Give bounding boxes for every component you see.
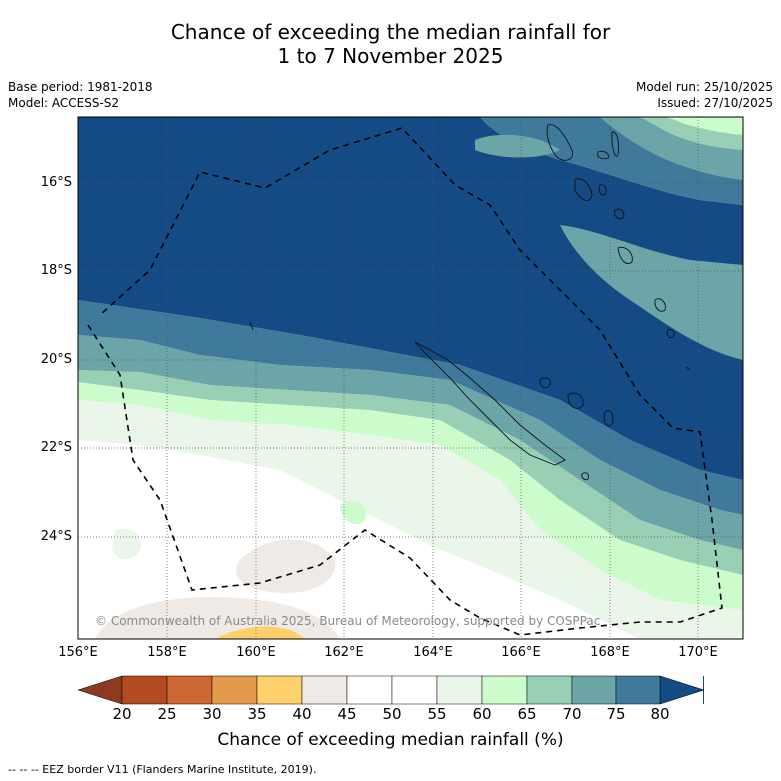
cb-seg-20-25: [121, 675, 168, 705]
band-70-75-patch: [475, 134, 560, 158]
map-frame: [77, 116, 744, 640]
title-line-2: 1 to 7 November 2025: [277, 44, 504, 68]
cb-seg-25-30: [166, 675, 213, 705]
band-60-65-northeast: [665, 117, 743, 135]
lat-label-22s: 22°S: [40, 440, 72, 455]
meta-left: Base period: 1981-2018 Model: ACCESS-S2: [8, 79, 153, 111]
lat-label-24s: 24°S: [40, 529, 72, 544]
reef-islet-2: [685, 366, 691, 371]
title-line-1: Chance of exceeding the median rainfall …: [170, 20, 611, 44]
lon-label-158e: 158°E: [147, 645, 187, 660]
band-60-65-patch: [340, 500, 366, 525]
cb-tick-55: 55: [427, 705, 447, 723]
cb-seg-65-70: [526, 675, 573, 705]
vanuatu-tanna: [654, 298, 666, 312]
lon-label-164e: 164°E: [413, 645, 453, 660]
cb-tick-75: 75: [606, 705, 626, 723]
vanuatu-erromango: [617, 246, 633, 264]
eez-border: [87, 127, 723, 636]
vanuatu-island-2: [597, 150, 609, 160]
cb-seg-30-35: [211, 675, 258, 705]
lon-label-162e: 162°E: [324, 645, 364, 660]
band-70-75: [78, 335, 743, 550]
cb-seg-70-75: [571, 675, 617, 705]
band-35-40-south: [215, 626, 305, 639]
map-title: Chance of exceeding the median rainfall …: [0, 20, 781, 68]
lon-label-160e: 160°E: [236, 645, 276, 660]
cb-seg-45-50: [346, 675, 393, 705]
base-period: Base period: 1981-2018: [8, 80, 153, 94]
loyalty-island-3: [603, 410, 614, 427]
loyalty-island-1: [539, 377, 551, 389]
cb-seg-60-65: [481, 675, 528, 705]
cb-tick-20: 20: [112, 705, 132, 723]
band-above-80: [78, 117, 743, 480]
lon-label-168e: 168°E: [590, 645, 630, 660]
vanuatu-aneityum: [666, 329, 675, 338]
band-55-60-patch: [112, 528, 141, 560]
coastlines: [249, 124, 691, 481]
lat-label-16s: 16°S: [40, 175, 72, 190]
copyright-notice: © Commonwealth of Australia 2025, Bureau…: [95, 614, 601, 628]
issued-date: Issued: 27/10/2025: [657, 96, 773, 110]
cb-tick-25: 25: [157, 705, 177, 723]
cb-tick-50: 50: [382, 705, 402, 723]
cb-tick-70: 70: [562, 705, 582, 723]
cb-seg-50-55: [391, 675, 438, 705]
cb-seg-40-45: [301, 675, 348, 705]
lon-label-166e: 166°E: [501, 645, 541, 660]
band-65-70: [78, 370, 743, 575]
meta-right: Model run: 25/10/2025 Issued: 27/10/2025: [636, 79, 773, 111]
vanuatu-island-3: [611, 131, 619, 157]
cb-tick-35: 35: [247, 705, 267, 723]
colorbar: [77, 675, 705, 705]
lat-label-18s: 18°S: [40, 263, 72, 278]
band-75-80: [78, 300, 743, 515]
model-name: Model: ACCESS-S2: [8, 96, 120, 110]
cb-tick-40: 40: [292, 705, 312, 723]
band-40-45-patch: [236, 539, 336, 594]
vanuatu-espiritu-santo: [546, 124, 573, 161]
band-55-60: [78, 392, 743, 639]
band-60-65: [78, 382, 743, 610]
new-caledonia-island: [414, 341, 566, 466]
cb-tick-60: 60: [472, 705, 492, 723]
vanuatu-island-4: [574, 178, 593, 201]
colorbar-extend-low: [77, 675, 123, 705]
vanuatu-efate: [614, 208, 625, 219]
vanuatu-island-5: [598, 184, 607, 196]
lat-label-20s: 20°S: [40, 352, 72, 367]
cb-seg-55-60: [436, 675, 483, 705]
loyalty-island-2: [567, 392, 584, 409]
rainfall-probability-field: [78, 117, 743, 639]
cb-tick-30: 30: [202, 705, 222, 723]
model-run: Model run: 25/10/2025: [635, 80, 773, 94]
lon-label-156e: 156°E: [58, 645, 98, 660]
band-70-75-east: [560, 225, 743, 360]
cb-tick-65: 65: [517, 705, 537, 723]
colorbar-label: Chance of exceeding median rainfall (%): [217, 730, 564, 750]
isle-of-pines: [581, 472, 589, 481]
cb-seg-75-80: [615, 675, 661, 705]
cb-tick-45: 45: [337, 705, 357, 723]
graticule: [78, 117, 743, 639]
colorbar-extend-high-arrow: [659, 675, 705, 705]
reef-islet-1: [249, 321, 254, 331]
eez-footnote: -- -- -- EEZ border V11 (Flanders Marine…: [8, 763, 317, 776]
cb-tick-80: 80: [650, 705, 670, 723]
cb-seg-35-40: [256, 675, 303, 705]
lon-label-170e: 170°E: [678, 645, 718, 660]
